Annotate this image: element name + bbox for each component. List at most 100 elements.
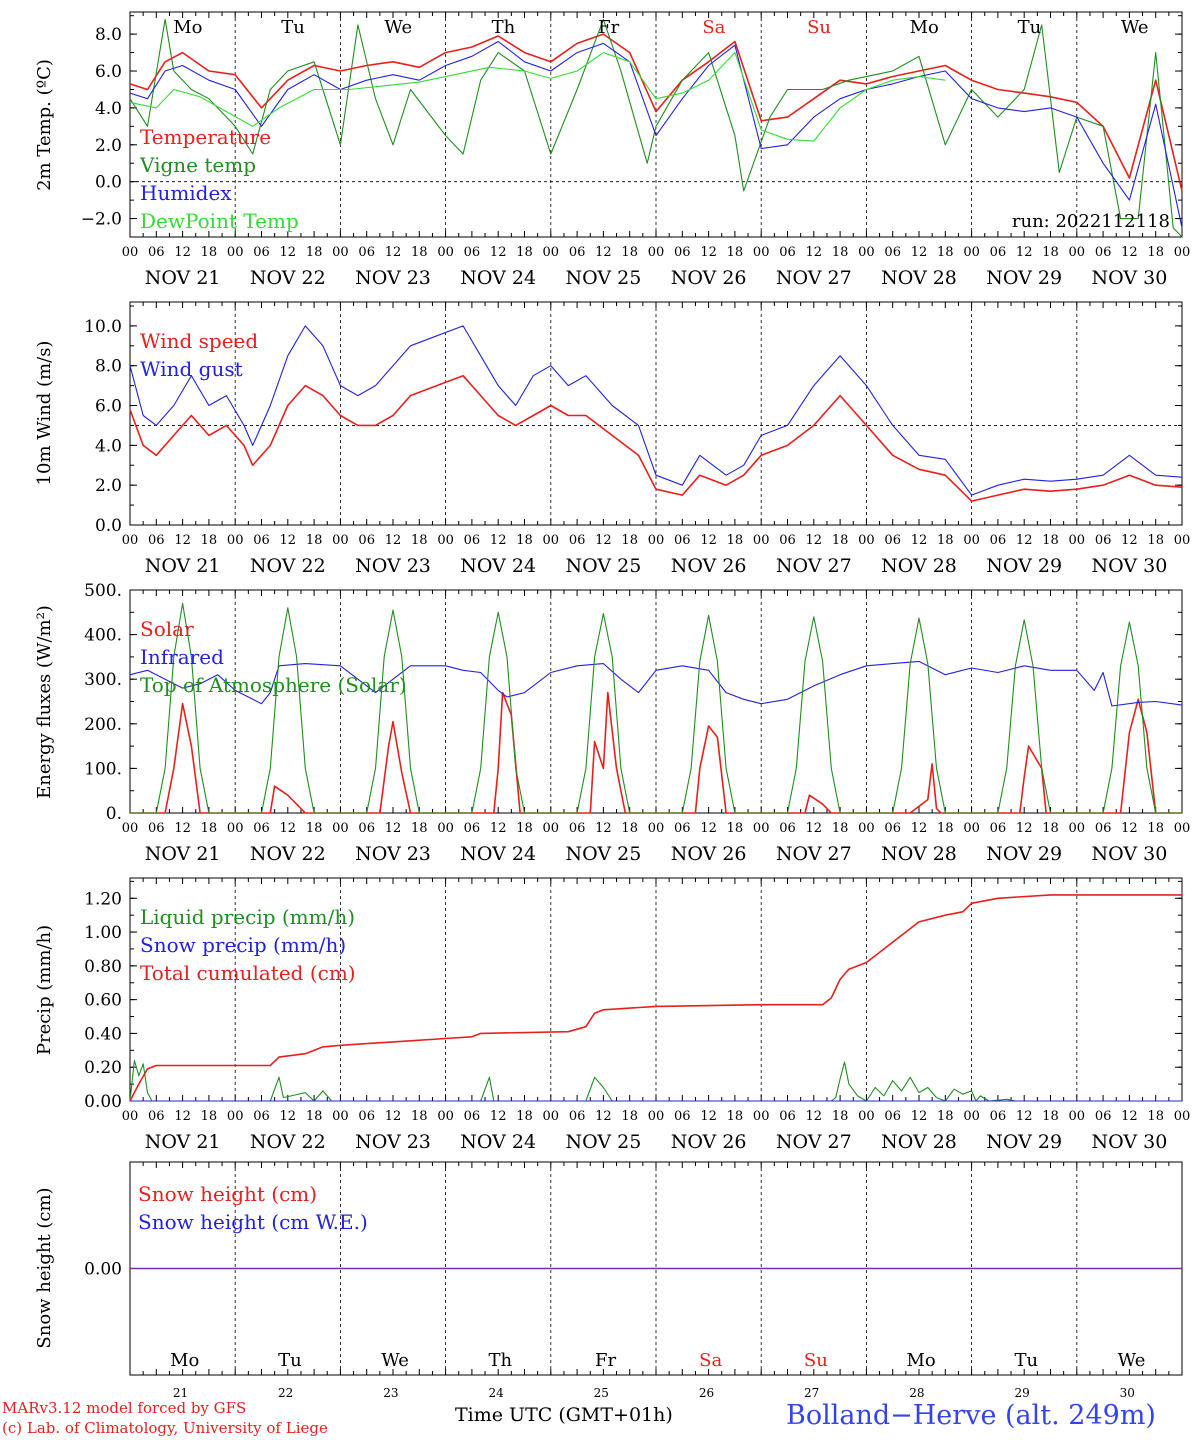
hour-tick-label: 06 [253, 821, 270, 836]
hour-tick-label: 06 [358, 821, 375, 836]
series-line [129, 1059, 1182, 1102]
hour-tick-label: 12 [595, 245, 612, 260]
y-tick-label: 1.00 [84, 923, 122, 943]
y-tick-label: 4.0 [95, 436, 122, 456]
hour-tick-label: 18 [411, 1109, 428, 1124]
hour-tick-label: 06 [569, 821, 586, 836]
day-name-label: We [381, 1350, 409, 1371]
hour-tick-label: 18 [621, 1109, 638, 1124]
legend-entry: DewPoint Temp [140, 209, 299, 233]
y-tick-label: 0.00 [84, 1260, 122, 1280]
hour-tick-label: 00 [227, 533, 244, 548]
hour-tick-label: 00 [122, 533, 139, 548]
hour-tick-label: 00 [648, 245, 665, 260]
day-name-label: Th [488, 1350, 512, 1371]
hour-tick-label: 06 [990, 821, 1007, 836]
hour-tick-label: 06 [148, 821, 165, 836]
day-name-label: Fr [595, 1350, 616, 1371]
hour-tick-label: 18 [1042, 1109, 1059, 1124]
hour-tick-label: 06 [884, 821, 901, 836]
hour-tick-label: 12 [595, 533, 612, 548]
date-label: NOV 26 [671, 267, 747, 289]
hour-tick-label: 18 [727, 533, 744, 548]
y-tick-label: 0.0 [95, 173, 122, 193]
hour-tick-label: 00 [332, 533, 349, 548]
hour-tick-label: 18 [621, 533, 638, 548]
hour-tick-label: 06 [884, 1109, 901, 1124]
hour-tick-label: 12 [385, 533, 402, 548]
hour-tick-label: 06 [990, 533, 1007, 548]
series-line [129, 18, 1183, 238]
hour-tick-label: 00 [227, 1109, 244, 1124]
hour-tick-label: 00 [753, 1109, 770, 1124]
y-tick-label: 4.0 [95, 99, 122, 119]
hour-tick-label: 12 [385, 1109, 402, 1124]
hour-tick-label: 06 [569, 245, 586, 260]
hour-tick-label: 06 [884, 533, 901, 548]
hour-tick-label: 00 [963, 1109, 980, 1124]
hour-tick-label: 18 [1042, 821, 1059, 836]
hour-tick-label: 12 [1016, 821, 1033, 836]
hour-tick-label: 12 [1121, 245, 1138, 260]
hour-tick-label: 18 [1147, 245, 1164, 260]
hour-tick-label: 06 [674, 245, 691, 260]
hour-tick-label: 00 [858, 245, 875, 260]
panel-3: 0. 100. 200. 300. 400. 500. Energy fluxes (W/m… [34, 581, 1190, 865]
hour-tick-label: 12 [385, 821, 402, 836]
y-tick-label: 10.0 [84, 317, 122, 337]
hour-tick-label: 12 [700, 245, 717, 260]
hour-tick-label: 00 [1174, 245, 1191, 260]
date-label: NOV 26 [671, 843, 747, 865]
hour-tick-label: 12 [280, 821, 297, 836]
date-label: NOV 25 [565, 267, 641, 289]
date-label: NOV 21 [145, 1131, 221, 1153]
hour-tick-label: 00 [543, 245, 560, 260]
day-name-label: Su [804, 1350, 828, 1371]
hour-tick-label: 00 [858, 533, 875, 548]
y-axis-label: Snow height (cm) [34, 1187, 55, 1348]
date-label: NOV 27 [776, 843, 852, 865]
day-number-label: 24 [488, 1386, 504, 1400]
day-name-label: Tu [278, 1350, 302, 1371]
footer-station: Bolland−Herve (alt. 249m) [786, 1400, 1156, 1431]
y-tick-label: 8.0 [95, 25, 122, 45]
hour-tick-label: 12 [806, 533, 823, 548]
legend-entry: Wind speed [140, 329, 258, 353]
date-label: NOV 21 [145, 843, 221, 865]
date-label: NOV 23 [355, 1131, 431, 1153]
hour-tick-label: 06 [1095, 821, 1112, 836]
date-label: NOV 27 [776, 555, 852, 577]
hour-tick-label: 12 [1121, 1109, 1138, 1124]
day-number-label: 25 [594, 1386, 609, 1400]
hour-tick-label: 18 [411, 821, 428, 836]
series-line [129, 374, 1183, 502]
hour-tick-label: 00 [1069, 1109, 1086, 1124]
y-tick-label: 2.0 [95, 136, 122, 156]
date-label: NOV 23 [355, 267, 431, 289]
hour-tick-label: 06 [464, 533, 481, 548]
hour-tick-label: 06 [148, 533, 165, 548]
day-name-label: Mo [173, 17, 202, 38]
hour-tick-label: 06 [148, 245, 165, 260]
hour-tick-label: 00 [332, 245, 349, 260]
legend-entry: Snow height (cm W.E.) [138, 1210, 368, 1234]
hour-tick-label: 12 [174, 533, 191, 548]
hour-tick-label: 00 [963, 533, 980, 548]
hour-tick-label: 12 [174, 245, 191, 260]
hour-tick-label: 00 [332, 821, 349, 836]
hour-tick-label: 00 [332, 1109, 349, 1124]
plot-frame [129, 301, 1183, 526]
panel-5: 0.00 Snow height (cm) Snow height (cm) Snow… [34, 1161, 1183, 1400]
day-name-label: Tu [281, 17, 305, 38]
day-name-label: Mo [910, 17, 939, 38]
date-label: NOV 30 [1091, 267, 1167, 289]
hour-tick-label: 00 [122, 245, 139, 260]
hour-tick-label: 06 [253, 245, 270, 260]
series-line [129, 52, 946, 142]
hour-tick-label: 18 [201, 1109, 218, 1124]
hour-tick-label: 00 [753, 245, 770, 260]
date-label: NOV 22 [250, 1131, 326, 1153]
date-label: NOV 22 [250, 843, 326, 865]
panel-2: 0.0 2.0 4.0 6.0 8.0 10.0 10m Wind (m/s) Wind sp… [34, 301, 1190, 577]
date-label: NOV 29 [986, 1131, 1062, 1153]
